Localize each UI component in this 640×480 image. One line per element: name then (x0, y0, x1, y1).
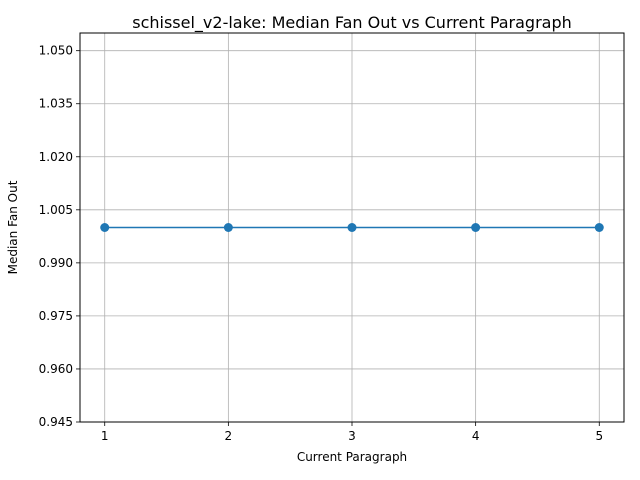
y-tick-label: 0.960 (39, 362, 73, 376)
data-point (100, 223, 110, 232)
y-tick-label: 0.975 (39, 309, 73, 323)
y-tick-label: 1.050 (39, 44, 73, 58)
x-tick-label: 5 (595, 429, 603, 443)
x-axis-label: Current Paragraph (297, 450, 407, 464)
chart-title: schissel_v2-lake: Median Fan Out vs Curr… (132, 13, 572, 33)
axis-ticks: 1 2 3 4 5 0.945 0.960 0.975 0.990 1.005 1.020 1.035… (39, 44, 603, 443)
x-tick-label: 3 (348, 429, 356, 443)
y-axis-label: Median Fan Out (6, 180, 20, 274)
data-point (223, 223, 233, 232)
x-tick-label: 2 (225, 429, 233, 443)
data-point (471, 223, 481, 232)
y-tick-label: 0.990 (39, 256, 73, 270)
data-point (594, 223, 604, 232)
x-tick-label: 4 (472, 429, 480, 443)
x-tick-label: 1 (101, 429, 109, 443)
y-tick-label: 1.035 (39, 97, 73, 111)
data-point (347, 223, 357, 232)
y-tick-label: 0.945 (39, 415, 73, 429)
y-tick-label: 1.020 (39, 150, 73, 164)
y-tick-label: 1.005 (39, 203, 73, 217)
series-layer (100, 223, 604, 232)
